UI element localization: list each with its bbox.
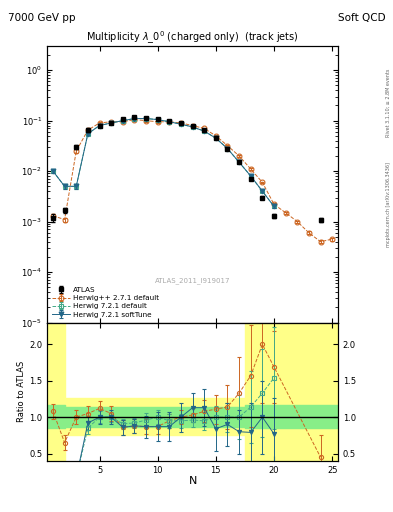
Text: Soft QCD: Soft QCD [338, 13, 385, 23]
Title: Multiplicity $\lambda\_0^0$ (charged only)  (track jets): Multiplicity $\lambda\_0^0$ (charged onl… [86, 30, 299, 46]
Text: 7000 GeV pp: 7000 GeV pp [8, 13, 75, 23]
Y-axis label: Ratio to ATLAS: Ratio to ATLAS [17, 361, 26, 422]
X-axis label: N: N [188, 476, 197, 486]
Text: mcplots.cern.ch [arXiv:1306.3436]: mcplots.cern.ch [arXiv:1306.3436] [386, 162, 391, 247]
Legend: ATLAS, Herwig++ 2.7.1 default, Herwig 7.2.1 default, Herwig 7.2.1 softTune: ATLAS, Herwig++ 2.7.1 default, Herwig 7.… [51, 285, 161, 319]
Text: ATLAS_2011_I919017: ATLAS_2011_I919017 [155, 278, 230, 285]
Text: Rivet 3.1.10; ≥ 2.8M events: Rivet 3.1.10; ≥ 2.8M events [386, 68, 391, 137]
